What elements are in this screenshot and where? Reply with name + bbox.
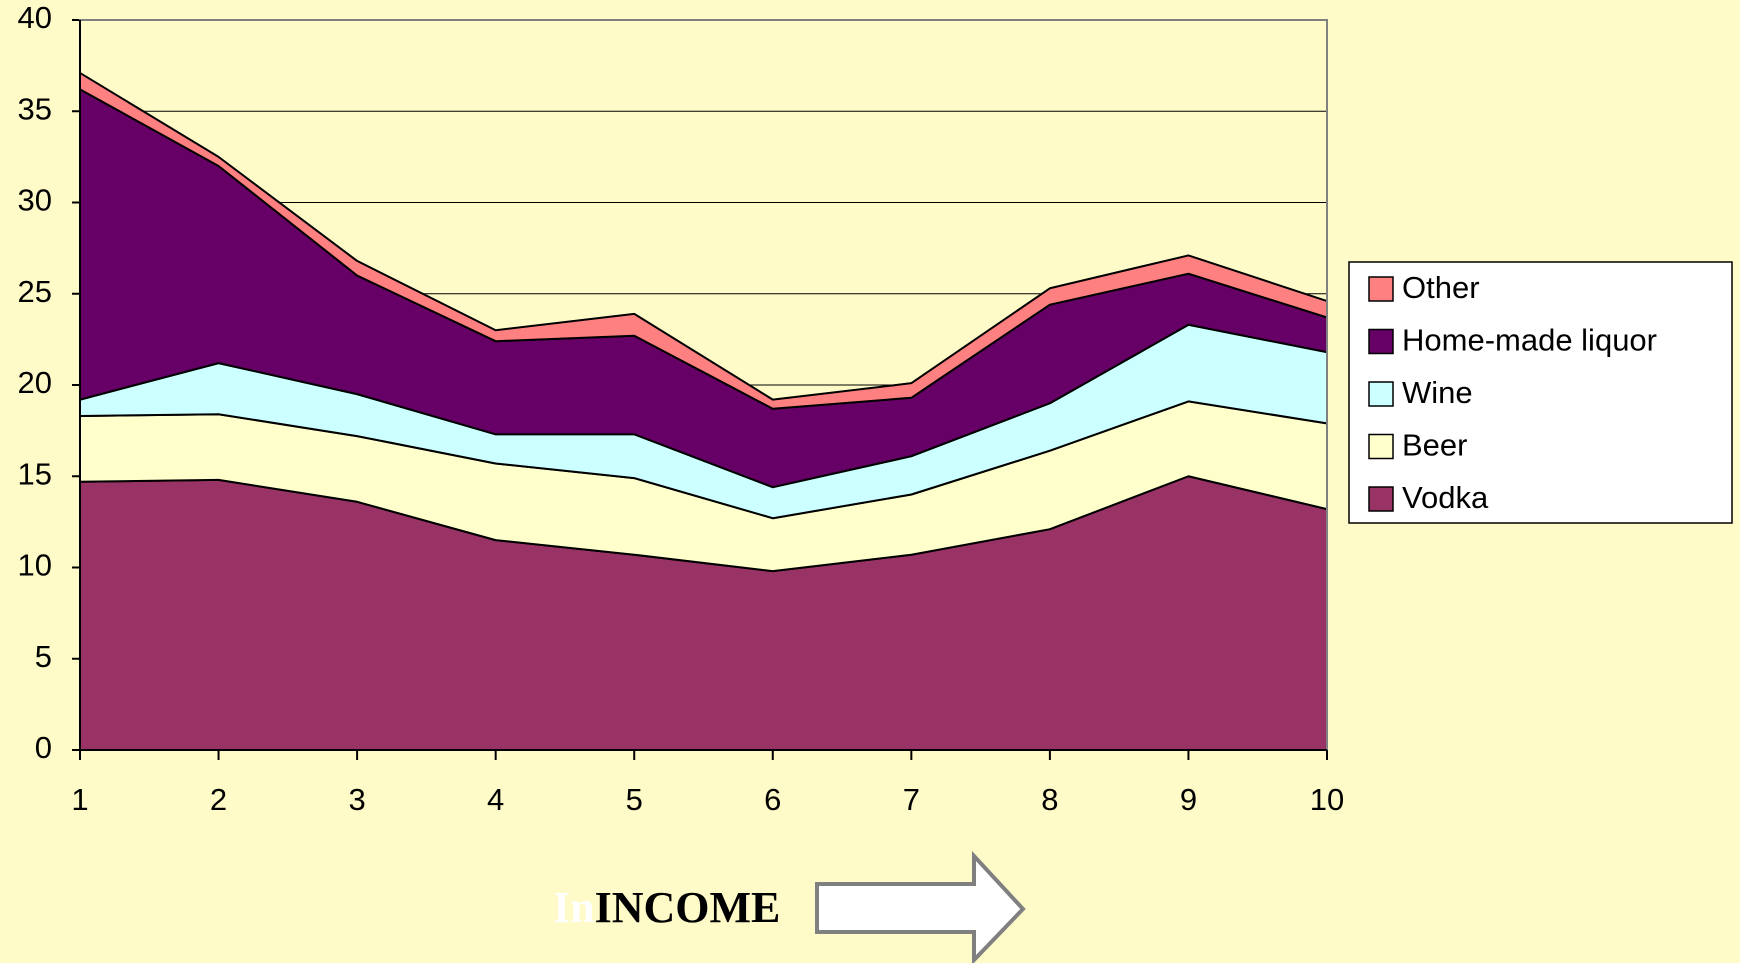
- x-tick-label: 2: [210, 782, 227, 817]
- arrow: [815, 850, 1026, 963]
- x-tick-label: 10: [1310, 782, 1344, 817]
- legend-swatch: [1368, 486, 1394, 512]
- y-tick-label: 10: [18, 548, 52, 583]
- x-tick-label: 8: [1041, 782, 1058, 817]
- legend-swatch: [1368, 433, 1394, 460]
- legend-swatch: [1368, 328, 1394, 355]
- y-tick-label: 0: [35, 730, 52, 765]
- y-tick-label: 15: [18, 456, 52, 491]
- y-tick-label: 25: [18, 274, 52, 309]
- legend-label: Wine: [1402, 375, 1473, 410]
- x-tick-label: 5: [626, 782, 643, 817]
- legend-swatch: [1368, 381, 1394, 407]
- x-tick-label: 9: [1180, 782, 1197, 817]
- y-tick-label: 5: [35, 639, 52, 674]
- y-tick-label: 30: [18, 183, 52, 218]
- legend-label: Home-made liquor: [1402, 323, 1657, 358]
- legend-label: Other: [1402, 270, 1480, 305]
- x-tick-label: 6: [764, 782, 781, 817]
- y-tick-label: 40: [18, 0, 52, 35]
- legend-label: Beer: [1402, 428, 1467, 463]
- x-tick-label: 3: [348, 782, 365, 817]
- legend-box: [1348, 261, 1733, 524]
- y-tick-label: 20: [18, 365, 52, 400]
- x-label-prefix: In: [553, 883, 595, 932]
- x-tick-label: 7: [903, 782, 920, 817]
- legend-label: Vodka: [1402, 480, 1489, 515]
- legend-swatch: [1368, 276, 1394, 302]
- x-tick-label: 1: [71, 782, 88, 817]
- y-tick-label: 35: [18, 91, 52, 126]
- x-axis-label: InINCOME: [553, 883, 780, 932]
- x-label-text: INCOME: [595, 883, 781, 932]
- x-tick-label: 4: [487, 782, 504, 817]
